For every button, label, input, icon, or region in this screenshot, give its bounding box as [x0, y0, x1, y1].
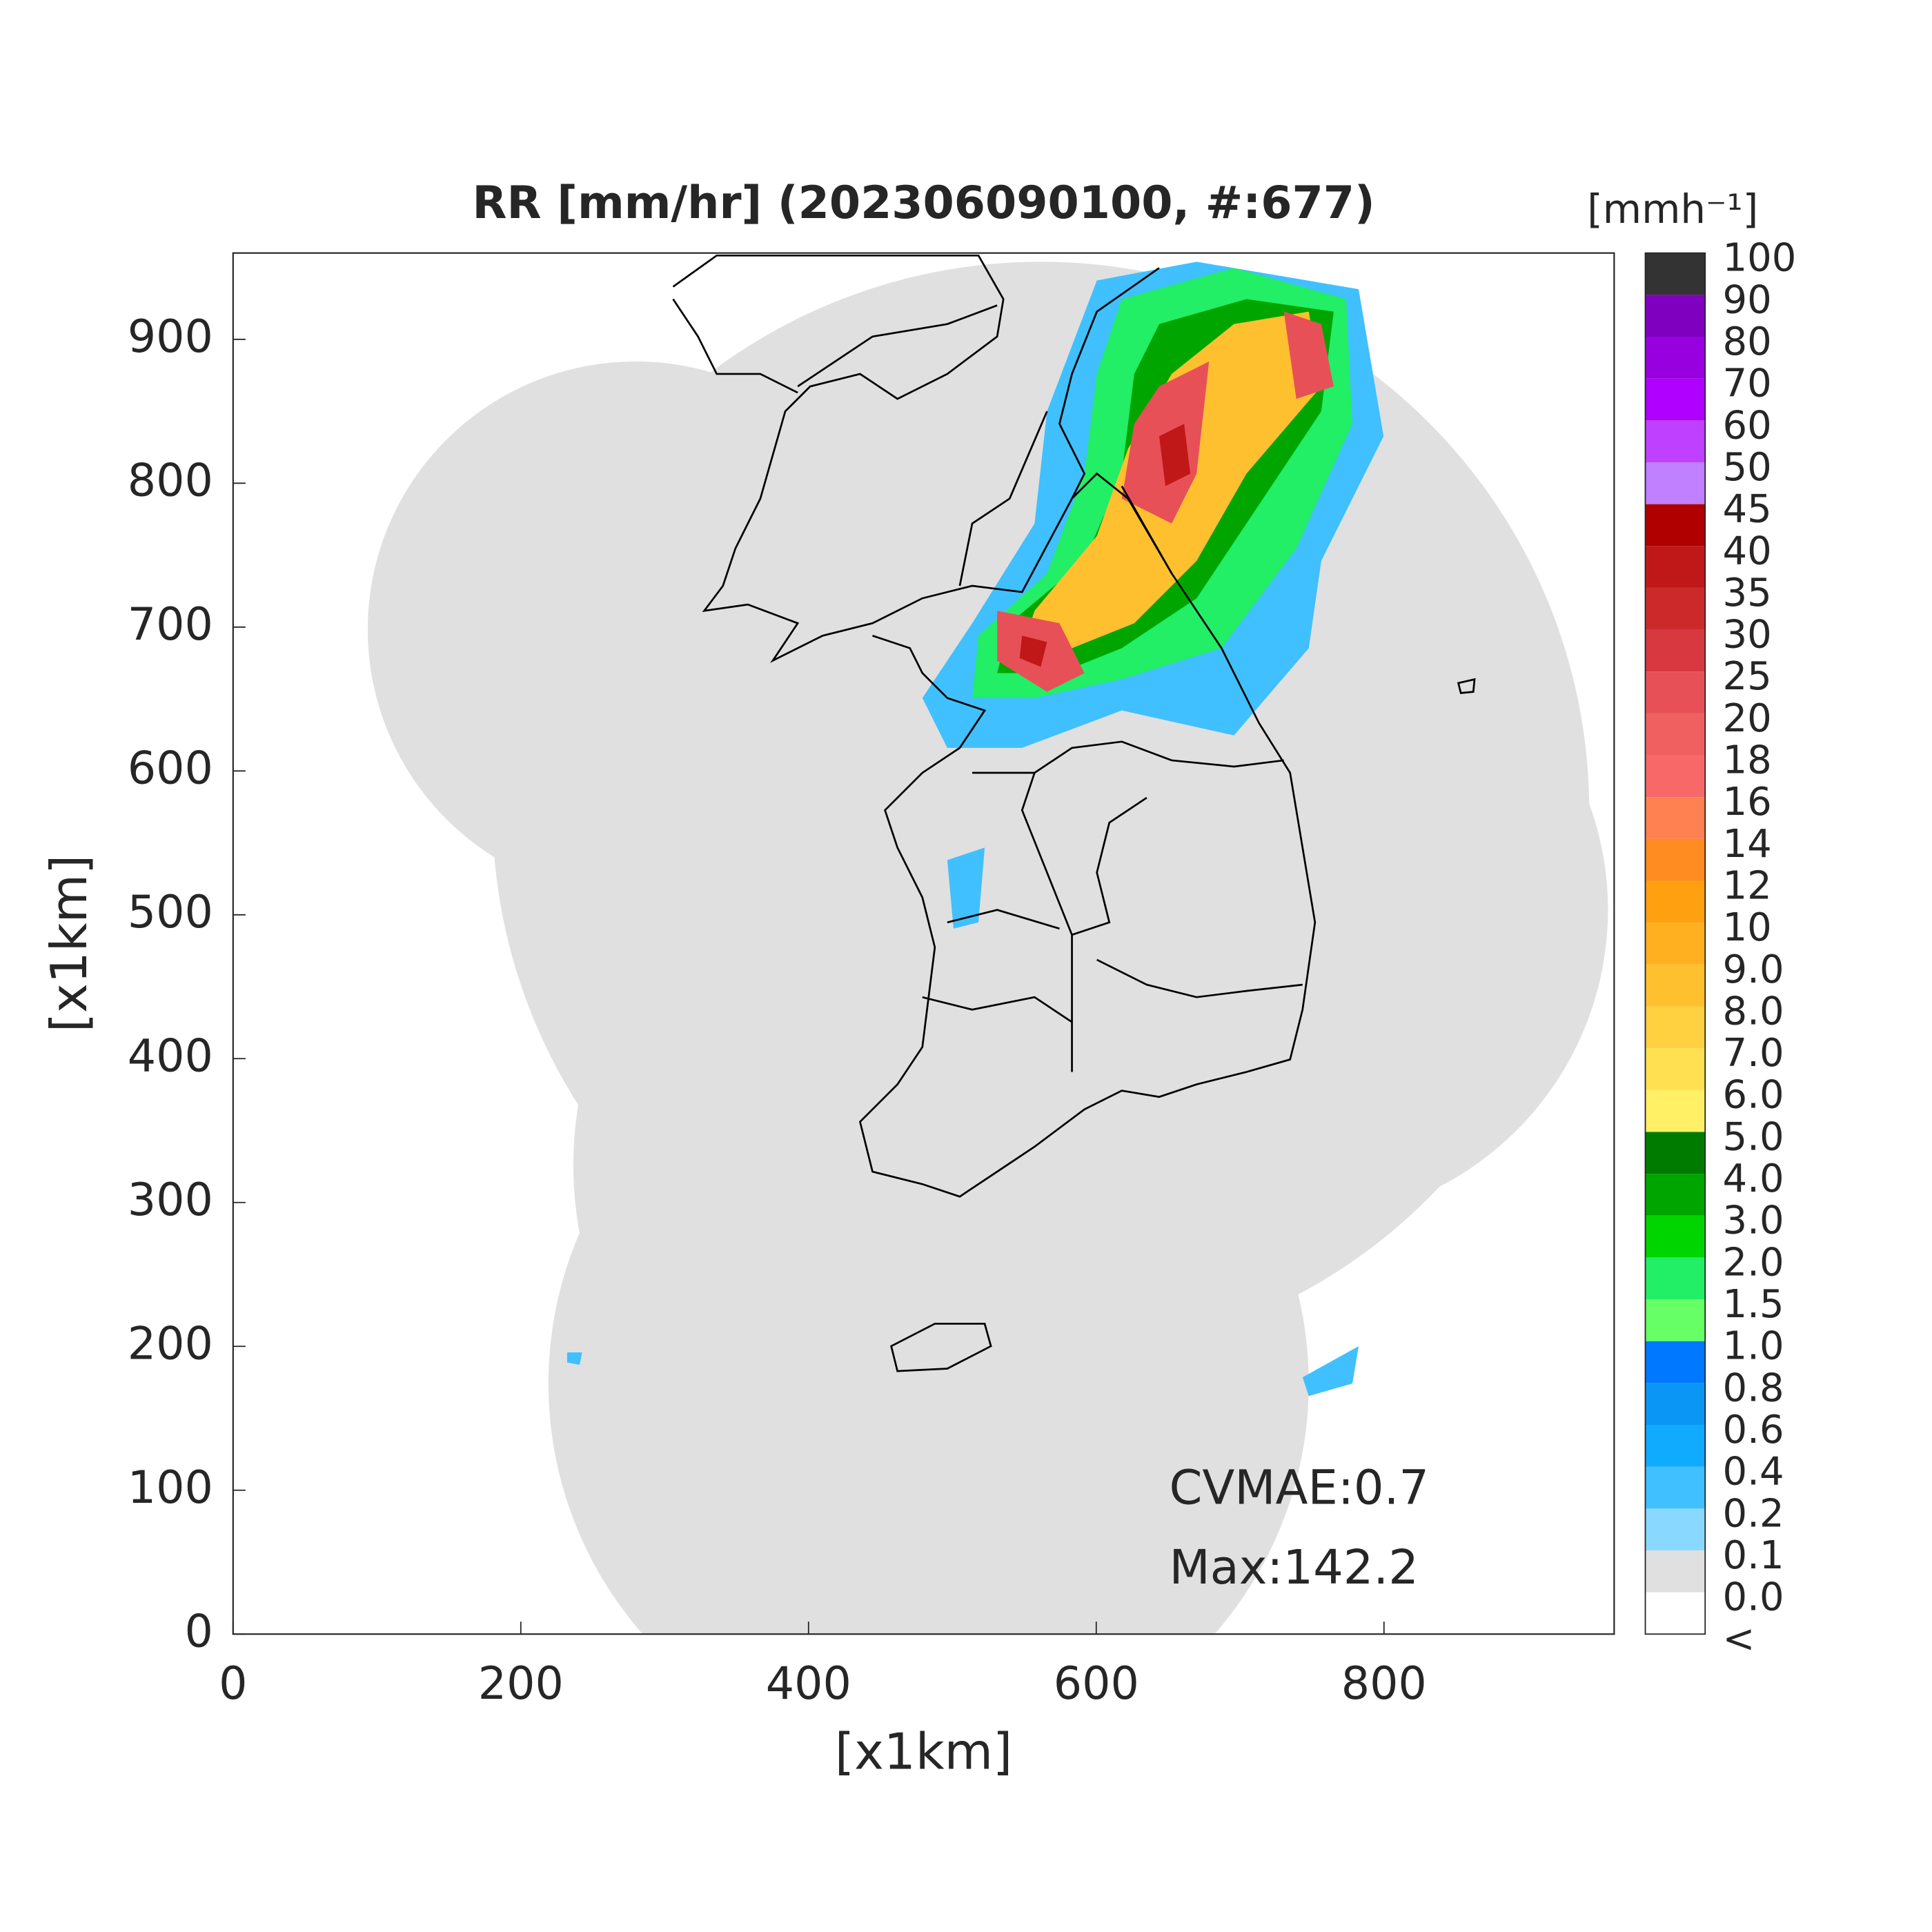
y-tick-label: 200	[128, 1318, 213, 1370]
x-tick-label: 0	[219, 1658, 247, 1710]
colorbar-label: 35	[1723, 571, 1772, 615]
x-tick-label: 200	[478, 1658, 564, 1710]
colorbar-label: 20	[1723, 696, 1772, 741]
colorbar-bin	[1645, 546, 1706, 588]
colorbar-bin	[1645, 1174, 1706, 1216]
y-axis-label: [x1km]	[41, 855, 99, 1032]
rain-field	[566, 262, 1384, 1397]
colorbar-label: 30	[1723, 613, 1772, 658]
colorbar-bin	[1645, 378, 1706, 421]
colorbar-label: 18	[1723, 738, 1772, 783]
colorbar-bin	[1645, 964, 1706, 1007]
colorbar-bin	[1645, 1299, 1706, 1341]
colorbar-label: 10	[1723, 905, 1772, 950]
x-tick-label: 400	[766, 1658, 851, 1710]
colorbar-bin	[1645, 923, 1706, 965]
colorbar-label: 9.0	[1723, 947, 1784, 992]
colorbar-bin	[1645, 755, 1706, 798]
colorbar-label: 0.2	[1723, 1491, 1784, 1536]
colorbar-bin	[1645, 671, 1706, 713]
x-tick-label: 600	[1054, 1658, 1139, 1710]
colorbar-bin	[1645, 462, 1706, 504]
colorbar-label: 40	[1723, 529, 1772, 573]
coastline	[672, 254, 1476, 1372]
radar-coverage	[367, 254, 1608, 1635]
colorbar-bin	[1645, 587, 1706, 630]
colorbar-label: 7.0	[1723, 1031, 1784, 1076]
colorbar-label: <	[1723, 1617, 1755, 1662]
colorbar-bin	[1645, 797, 1706, 839]
colorbar-bin	[1645, 1466, 1706, 1509]
colorbar-label: 0.0	[1723, 1575, 1784, 1620]
colorbar-label: 0.4	[1723, 1450, 1784, 1495]
x-tick-label: 800	[1341, 1658, 1427, 1710]
colorbar-bin	[1645, 629, 1706, 672]
colorbar-bin	[1645, 295, 1706, 337]
colorbar-label: 70	[1723, 362, 1772, 406]
colorbar-bin	[1645, 420, 1706, 462]
x-axis-label: [x1km]	[835, 1723, 1012, 1781]
colorbar-bin	[1645, 838, 1706, 881]
annotation: CVMAE:0.7	[1169, 1461, 1429, 1516]
colorbar-bin	[1645, 1132, 1706, 1174]
colorbar-bin	[1645, 1341, 1706, 1383]
colorbar-bin	[1645, 1424, 1706, 1467]
colorbar-bin	[1645, 337, 1706, 379]
plot-frame	[232, 252, 1615, 1635]
colorbar-bin	[1645, 1383, 1706, 1425]
colorbar-bin	[1645, 1048, 1706, 1090]
y-tick-label: 100	[128, 1462, 213, 1514]
y-tick-label: 900	[128, 311, 213, 363]
colorbar-label: 0.8	[1723, 1366, 1784, 1410]
colorbar-label: 100	[1723, 236, 1797, 281]
y-tick-label: 400	[128, 1030, 213, 1082]
colorbar-label: 60	[1723, 403, 1772, 448]
colorbar-label: 5.0	[1723, 1114, 1784, 1159]
colorbar-label: 1.0	[1723, 1324, 1784, 1369]
colorbar-label: 16	[1723, 780, 1772, 825]
y-tick-label: 0	[185, 1606, 213, 1657]
y-tick-label: 300	[128, 1174, 213, 1226]
colorbar-bin	[1645, 1508, 1706, 1550]
colorbar-label: 90	[1723, 277, 1772, 322]
colorbar-label: 12	[1723, 863, 1772, 908]
colorbar-label: 14	[1723, 822, 1772, 867]
chart-title: RR [mm/hr] (202306090100, #:677)	[472, 177, 1374, 229]
y-tick-label: 600	[128, 742, 213, 794]
colorbar-label: 0.6	[1723, 1408, 1784, 1452]
colorbar-label: 3.0	[1723, 1199, 1784, 1243]
colorbar-bin	[1645, 504, 1706, 546]
colorbar-label: 80	[1723, 319, 1772, 364]
colorbar-bin	[1645, 1090, 1706, 1132]
colorbar-label: 8.0	[1723, 989, 1784, 1034]
colorbar-bin	[1645, 1592, 1706, 1635]
colorbar-label: 4.0	[1723, 1156, 1784, 1201]
colorbar-frame	[1644, 252, 1706, 1635]
y-tick-label: 700	[128, 599, 213, 651]
colorbar-label: 2.0	[1723, 1240, 1784, 1285]
colorbar-bin	[1645, 713, 1706, 756]
colorbar-bin	[1645, 253, 1706, 295]
colorbar-bin	[1645, 1215, 1706, 1258]
annotation: Max:142.2	[1169, 1540, 1418, 1595]
colorbar-bin	[1645, 1550, 1706, 1593]
colorbar-bin	[1645, 1006, 1706, 1049]
y-tick-label: 500	[128, 887, 213, 938]
colorbar-label: 0.1	[1723, 1533, 1784, 1578]
colorbar-label: 45	[1723, 487, 1772, 532]
colorbar-bin	[1645, 1257, 1706, 1300]
y-tick-label: 800	[128, 455, 213, 506]
colorbar-label: 25	[1723, 654, 1772, 699]
colorbar-bin	[1645, 880, 1706, 923]
colorbar-label: 50	[1723, 445, 1772, 490]
colorbar-label: 1.5	[1723, 1282, 1784, 1327]
colorbar-label: 6.0	[1723, 1073, 1784, 1118]
colorbar-title: [mmh⁻¹]	[1587, 186, 1758, 233]
